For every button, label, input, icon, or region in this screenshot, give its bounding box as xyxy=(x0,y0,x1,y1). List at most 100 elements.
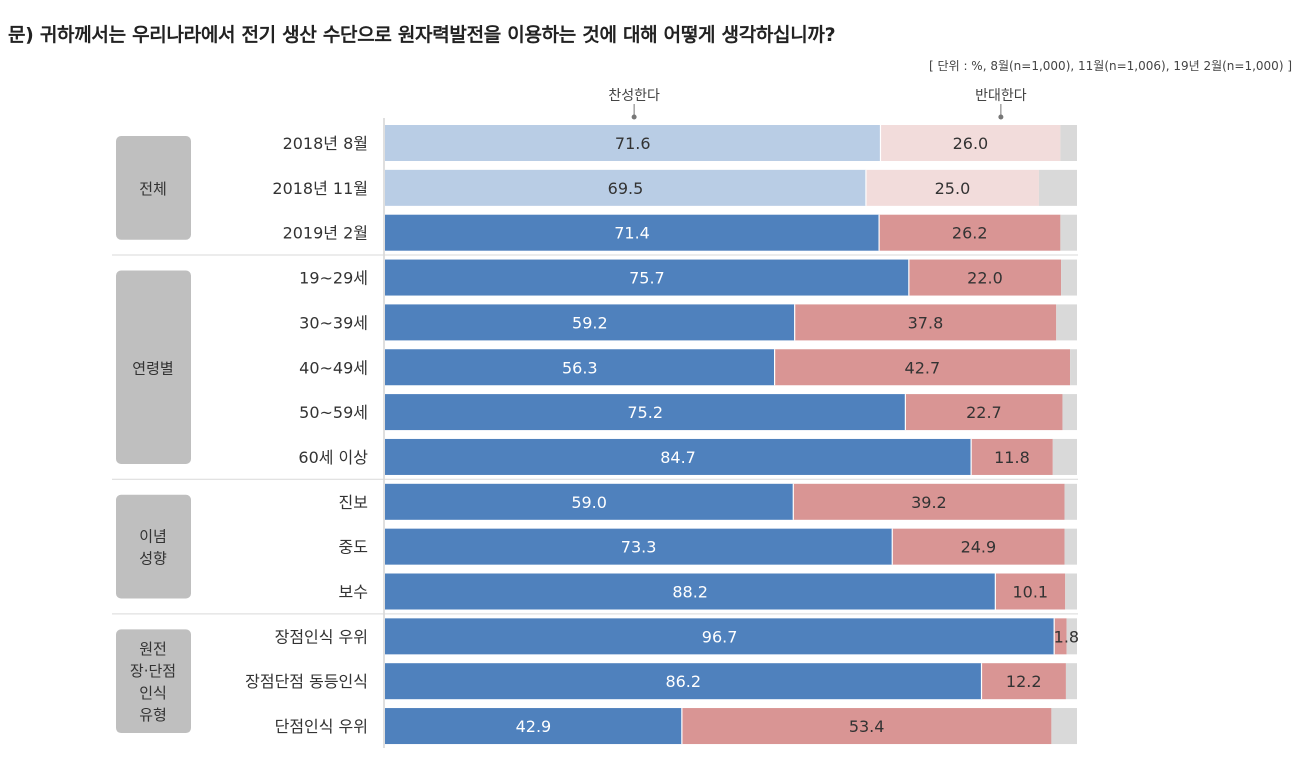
legend-oppose-dot xyxy=(998,114,1004,120)
value-label-oppose: 24.9 xyxy=(961,538,997,557)
value-label-favor: 86.2 xyxy=(665,672,701,691)
group-box xyxy=(116,270,191,464)
bar-favor xyxy=(385,125,881,161)
bar-favor xyxy=(385,169,866,206)
value-label-favor: 84.7 xyxy=(660,448,696,467)
bar-remainder xyxy=(1060,214,1077,251)
row-label: 2019년 2월 xyxy=(283,224,368,243)
bar-remainder xyxy=(1064,483,1077,520)
bar-favor xyxy=(385,259,909,296)
row-label: 30~39세 xyxy=(299,313,368,332)
row-label: 중도 xyxy=(339,538,368,557)
row-label: 진보 xyxy=(339,493,368,512)
bar-oppose xyxy=(774,349,1071,386)
bar-favor xyxy=(385,214,880,251)
bar-remainder xyxy=(1065,573,1077,610)
value-label-oppose: 11.8 xyxy=(994,448,1030,467)
row-label: 단점인식 우위 xyxy=(275,717,368,736)
group-label: 전체 xyxy=(139,180,167,198)
value-label-oppose: 26.2 xyxy=(952,224,988,243)
bar-favor xyxy=(385,663,982,700)
group-label: 원전 xyxy=(139,640,167,658)
value-label-favor: 71.4 xyxy=(614,224,650,243)
bar-favor xyxy=(385,394,906,431)
bar-oppose xyxy=(879,214,1061,251)
bar-oppose xyxy=(681,708,1052,745)
bar-remainder xyxy=(1070,349,1077,386)
bar-favor xyxy=(385,438,972,475)
value-label-oppose: 25.0 xyxy=(935,179,971,198)
group-label: 인식 xyxy=(139,684,167,702)
bar-oppose xyxy=(1054,618,1067,655)
value-label-oppose: 22.7 xyxy=(966,403,1002,422)
value-label-favor: 69.5 xyxy=(608,179,644,198)
value-label-oppose: 1.8 xyxy=(1054,627,1079,646)
row-label: 장점인식 우위 xyxy=(275,627,368,646)
bar-favor xyxy=(385,528,893,565)
group-box xyxy=(116,136,191,240)
bar-remainder xyxy=(1065,663,1077,700)
row-label: 장점단점 동등인식 xyxy=(245,672,368,691)
bar-oppose xyxy=(905,394,1063,431)
bar-remainder xyxy=(1052,438,1077,475)
value-label-favor: 96.7 xyxy=(702,627,738,646)
value-label-oppose: 26.0 xyxy=(953,134,989,153)
bar-favor xyxy=(385,573,996,610)
bar-oppose xyxy=(892,528,1065,565)
row-label: 19~29세 xyxy=(299,269,368,288)
group-box xyxy=(116,629,191,734)
row-label: 40~49세 xyxy=(299,358,368,377)
value-label-oppose: 12.2 xyxy=(1006,672,1042,691)
row-label: 50~59세 xyxy=(299,403,368,422)
bar-oppose xyxy=(908,259,1062,296)
unit-note: [ 단위 : %, 8월(n=1,000), 11월(n=1,006), 19년… xyxy=(929,59,1292,73)
value-label-favor: 75.2 xyxy=(627,403,663,422)
bar-oppose xyxy=(865,169,1039,206)
value-label-oppose: 39.2 xyxy=(911,493,947,512)
bar-favor xyxy=(385,349,775,386)
group-label: 이념 xyxy=(139,528,167,546)
group-label: 성향 xyxy=(139,550,167,568)
group-label: 장·단점 xyxy=(130,662,176,680)
row-label: 2018년 8월 xyxy=(283,134,368,153)
chart-title: 문) 귀하께서는 우리나라에서 전기 생산 수단으로 원자력발전을 이용하는 것… xyxy=(8,24,836,46)
group-box xyxy=(116,494,191,599)
row-label: 보수 xyxy=(339,583,368,602)
value-label-oppose: 42.7 xyxy=(905,358,941,377)
bar-remainder xyxy=(1056,304,1077,341)
bar-oppose xyxy=(794,304,1057,341)
value-label-favor: 88.2 xyxy=(672,583,708,602)
bar-oppose xyxy=(995,573,1066,610)
row-label: 60세 이상 xyxy=(298,448,368,467)
bar-remainder xyxy=(1038,169,1077,206)
value-label-favor: 75.7 xyxy=(629,269,665,288)
value-label-favor: 71.6 xyxy=(615,134,651,153)
value-label-oppose: 22.0 xyxy=(967,269,1003,288)
bar-remainder xyxy=(1051,708,1077,745)
group-label: 유형 xyxy=(139,706,167,724)
value-label-favor: 56.3 xyxy=(562,358,598,377)
value-label-favor: 59.2 xyxy=(572,313,608,332)
bar-oppose xyxy=(793,483,1065,520)
legend-favor-dot xyxy=(631,114,637,120)
group-label: 연령별 xyxy=(132,359,173,377)
bar-remainder xyxy=(1060,125,1077,161)
value-label-favor: 42.9 xyxy=(516,717,552,736)
legend-oppose: 반대한다 xyxy=(975,88,1027,104)
value-label-favor: 73.3 xyxy=(621,538,657,557)
bar-oppose xyxy=(880,125,1061,161)
bar-remainder xyxy=(1061,259,1077,296)
bar-oppose xyxy=(971,438,1053,475)
value-label-favor: 59.0 xyxy=(571,493,607,512)
bar-favor xyxy=(385,618,1055,655)
bar-favor xyxy=(385,708,682,745)
bar-remainder xyxy=(1062,394,1077,431)
bar-remainder xyxy=(1066,618,1077,655)
bar-remainder xyxy=(1064,528,1077,565)
value-label-oppose: 53.4 xyxy=(849,717,885,736)
legend-favor: 찬성한다 xyxy=(608,88,660,104)
bar-oppose xyxy=(981,663,1066,700)
bar-favor xyxy=(385,483,794,520)
value-label-oppose: 37.8 xyxy=(908,313,944,332)
